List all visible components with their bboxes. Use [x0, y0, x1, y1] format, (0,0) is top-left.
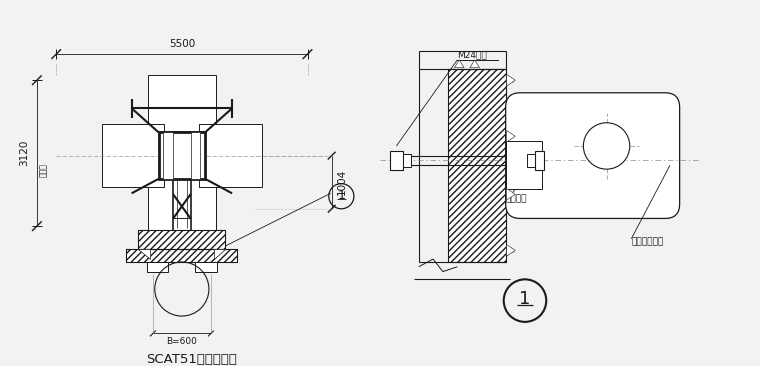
Text: 附墙支撑连接: 附墙支撑连接	[632, 238, 663, 247]
Bar	[126, 249, 237, 262]
Text: 1: 1	[519, 290, 530, 308]
Bar	[534, 151, 544, 170]
Polygon shape	[507, 131, 515, 142]
Text: 3120: 3120	[19, 140, 29, 167]
Bar	[448, 69, 505, 262]
Bar	[199, 124, 262, 187]
Bar	[390, 151, 404, 170]
Text: 标准节: 标准节	[39, 163, 48, 177]
Text: △: △	[508, 191, 515, 197]
Bar	[148, 173, 216, 231]
Polygon shape	[507, 74, 515, 86]
Bar	[404, 154, 411, 167]
Bar	[148, 75, 216, 138]
Text: △: △	[508, 77, 515, 83]
FancyBboxPatch shape	[505, 93, 679, 219]
Text: 5500: 5500	[169, 39, 195, 49]
Bar	[448, 69, 505, 262]
Polygon shape	[214, 249, 226, 259]
Bar	[527, 154, 534, 167]
Bar	[138, 230, 226, 249]
Text: △: △	[508, 247, 515, 253]
Polygon shape	[454, 60, 464, 68]
Text: 1004: 1004	[337, 169, 347, 195]
Bar	[159, 132, 205, 179]
Polygon shape	[507, 188, 515, 200]
Polygon shape	[470, 60, 480, 68]
Polygon shape	[138, 249, 150, 259]
Bar	[195, 262, 217, 272]
Bar	[138, 230, 226, 249]
Bar	[163, 132, 173, 179]
Polygon shape	[507, 244, 515, 256]
Bar	[505, 141, 543, 190]
Bar	[191, 132, 200, 179]
Bar	[126, 249, 237, 262]
Bar	[147, 262, 168, 272]
Text: △: △	[508, 133, 515, 139]
Text: 穿端螺栓: 穿端螺栓	[505, 194, 527, 203]
Text: SCAT51型附墙大样: SCAT51型附墙大样	[146, 353, 237, 366]
Text: 1: 1	[337, 189, 345, 202]
Text: M24螺栓: M24螺栓	[458, 50, 487, 59]
Circle shape	[584, 123, 630, 169]
Bar	[102, 124, 164, 187]
Text: B=600: B=600	[166, 337, 198, 346]
